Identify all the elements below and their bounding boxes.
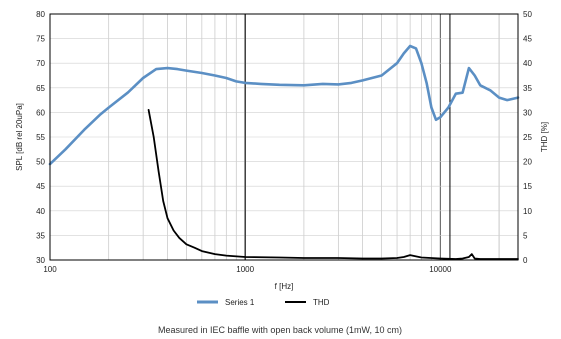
- y-right-tick-label: 45: [523, 35, 532, 44]
- y-left-tick-label: 50: [36, 158, 45, 167]
- y-right-tick-label: 10: [523, 207, 532, 216]
- y-right-tick-label: 40: [523, 59, 532, 68]
- y-right-tick-label: 30: [523, 108, 532, 117]
- series-layer: [48, 44, 520, 260]
- y-left-tick-label: 30: [36, 256, 45, 265]
- chart-caption: Measured in IEC baffle with open back vo…: [158, 325, 402, 335]
- y-right-tick-label: 5: [523, 231, 528, 240]
- y-right-tick-label: 25: [523, 133, 532, 142]
- plot-frame: [49, 13, 519, 261]
- y-left-tick-label: 35: [36, 231, 45, 240]
- legend-label-series-1: Series 1: [225, 298, 255, 307]
- y-right-tick-label: 50: [523, 10, 532, 19]
- y-right-tick-label: 15: [523, 182, 532, 191]
- series-line-series-1: [48, 44, 520, 166]
- y-right-tick-label: 0: [523, 256, 528, 265]
- y-left-tick-label: 45: [36, 182, 45, 191]
- y-left-tick-label: 55: [36, 133, 45, 142]
- y-left-tick-label: 65: [36, 84, 45, 93]
- y-axis-left-title: SPL [dB rel 20uPa]: [15, 103, 24, 171]
- y-left-tick-label: 60: [36, 108, 45, 117]
- legend: Series 1 THD: [197, 298, 330, 307]
- x-tick-label: 100: [43, 265, 57, 274]
- series-line-thd: [147, 109, 519, 260]
- tick-labels: 100 1000 10000 30 35 40 45 50 55 60 65 70 75 80 0 5 10 15…: [36, 10, 532, 274]
- y-right-tick-label: 35: [523, 84, 532, 93]
- y-right-tick-label: 20: [523, 158, 532, 167]
- y-left-tick-label: 70: [36, 59, 45, 68]
- grid: [49, 13, 518, 261]
- legend-label-thd: THD: [313, 298, 330, 307]
- x-tick-label: 1000: [236, 265, 254, 274]
- x-tick-label: 10000: [429, 265, 452, 274]
- y-left-tick-label: 40: [36, 207, 45, 216]
- y-left-tick-label: 75: [36, 35, 45, 44]
- y-left-tick-label: 80: [36, 10, 45, 19]
- y-axis-right-title: THD [%]: [540, 122, 549, 152]
- x-axis-title: f [Hz]: [275, 282, 294, 291]
